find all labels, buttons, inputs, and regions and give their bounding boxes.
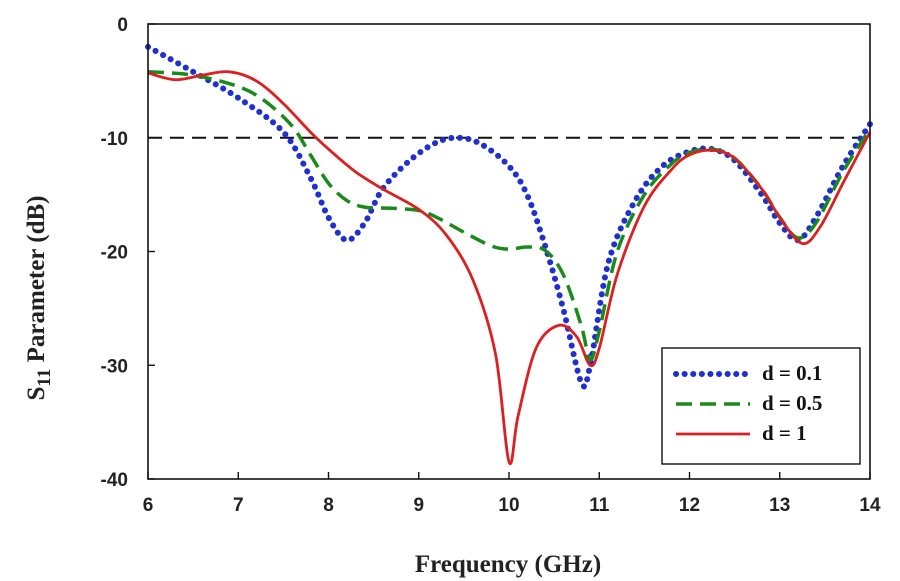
y-axis-title-main: S bbox=[23, 387, 50, 401]
plot-area bbox=[145, 43, 873, 466]
legend: d = 0.1 d = 0.5 d = 1 bbox=[661, 347, 861, 465]
x-tick-label: 12 bbox=[679, 495, 700, 516]
legend-box bbox=[661, 347, 861, 465]
legend-label-d-0-1: d = 0.1 bbox=[762, 361, 822, 385]
y-tick-label: 0 bbox=[117, 15, 128, 36]
series-line-d-0-1 bbox=[145, 43, 873, 390]
series-line-d-1 bbox=[147, 70, 872, 466]
legend-label-d-0-5: d = 0.5 bbox=[762, 391, 822, 415]
y-axis-title-sub: 11 bbox=[34, 369, 55, 387]
series-line-d-0-5 bbox=[147, 70, 872, 362]
legend-label-d-1: d = 1 bbox=[762, 421, 807, 445]
x-tick-label: 13 bbox=[769, 495, 790, 516]
x-tick-label: 10 bbox=[498, 495, 519, 516]
x-tick-label: 8 bbox=[323, 495, 334, 516]
x-tick-label: 6 bbox=[143, 495, 154, 516]
x-axis-title: Frequency (GHz) bbox=[415, 551, 601, 578]
x-tick-label: 9 bbox=[413, 495, 424, 516]
y-tick-label: -30 bbox=[101, 356, 128, 377]
x-tick-label: 7 bbox=[233, 495, 244, 516]
axes: 6 7 8 9 10 11 12 13 14 0 -10 -20 -30 -40 bbox=[101, 15, 881, 516]
y-tick-label: -10 bbox=[101, 129, 128, 150]
y-axis-title: S11 Parameter (dB) bbox=[23, 196, 55, 401]
y-tick-label: -20 bbox=[101, 243, 128, 264]
x-tick-label: 14 bbox=[859, 495, 881, 516]
y-axis-title-rest: Parameter (dB) bbox=[23, 196, 50, 369]
y-tick-label: -40 bbox=[101, 470, 128, 491]
x-tick-label: 11 bbox=[589, 495, 610, 516]
